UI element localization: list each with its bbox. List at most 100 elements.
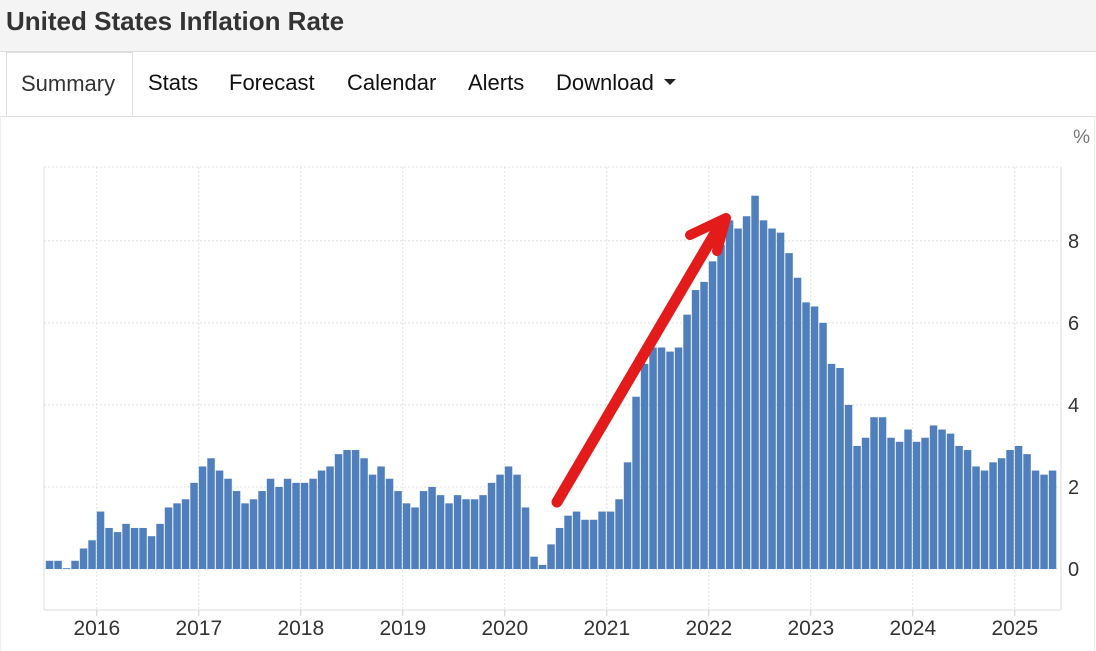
tab-calendar-label: Calendar — [347, 70, 437, 95]
bar — [71, 560, 79, 569]
x-tick-label: 2017 — [175, 617, 222, 640]
bar — [589, 519, 598, 569]
bar — [751, 195, 759, 569]
bar — [827, 363, 836, 569]
bar — [496, 474, 504, 569]
bar — [317, 470, 326, 569]
tab-summary[interactable]: Summary — [6, 52, 133, 116]
bar — [266, 478, 275, 569]
bar — [1031, 470, 1040, 569]
bar — [445, 503, 453, 569]
bar — [156, 523, 164, 569]
bar — [581, 519, 589, 569]
bar — [938, 429, 946, 569]
bar — [632, 396, 640, 569]
bar — [428, 486, 436, 569]
bar — [853, 445, 861, 569]
bar — [1023, 454, 1031, 569]
bar — [1040, 474, 1048, 569]
bar — [564, 515, 572, 569]
bar — [912, 441, 921, 569]
bar — [198, 466, 207, 569]
bar — [819, 322, 827, 569]
tab-stats-label: Stats — [148, 70, 199, 95]
bar — [921, 437, 929, 569]
bar — [105, 527, 113, 569]
bar — [504, 466, 513, 569]
bar — [861, 437, 870, 569]
bar — [691, 290, 700, 569]
bar — [173, 503, 181, 569]
bar — [394, 491, 402, 569]
bar — [62, 568, 71, 569]
y-tick-label: 2 — [1068, 477, 1079, 499]
bar — [487, 482, 496, 569]
bar — [708, 261, 717, 569]
bar — [538, 564, 547, 569]
bar — [776, 232, 785, 569]
bar — [759, 220, 768, 569]
bar — [300, 482, 309, 569]
tab-download[interactable]: Download — [556, 52, 676, 116]
bar — [309, 478, 317, 569]
bar — [122, 523, 130, 569]
bar — [181, 499, 190, 569]
annotation-arrow-shaft — [551, 222, 724, 508]
bar — [972, 466, 980, 569]
bar — [887, 437, 895, 569]
page-title: United States Inflation Rate — [6, 6, 345, 36]
x-tick-label: 2023 — [787, 617, 834, 640]
title-bar: United States Inflation Rate — [0, 0, 1096, 52]
bar — [717, 244, 725, 569]
bar — [351, 450, 360, 569]
bar — [1014, 445, 1023, 569]
chevron-down-icon — [663, 79, 676, 86]
bar — [326, 466, 334, 569]
bar — [802, 302, 810, 569]
bar — [113, 532, 122, 569]
bar — [878, 417, 887, 569]
bar — [963, 450, 972, 569]
bar — [283, 478, 292, 569]
tab-summary-label: Summary — [21, 71, 116, 96]
tab-alerts[interactable]: Alerts — [468, 52, 524, 116]
x-tick-label: 2019 — [379, 617, 426, 640]
tab-calendar[interactable]: Calendar — [347, 52, 436, 116]
bar — [1006, 450, 1014, 569]
bar — [360, 458, 368, 569]
bar — [241, 503, 249, 569]
bar — [555, 527, 564, 569]
tab-forecast[interactable]: Forecast — [229, 52, 315, 116]
bar — [343, 450, 351, 569]
bar — [258, 491, 266, 569]
bar — [810, 306, 819, 569]
bar — [598, 511, 606, 569]
bar — [683, 314, 691, 569]
bar — [785, 253, 793, 569]
bar — [479, 495, 487, 569]
bar — [139, 527, 147, 569]
bar — [215, 470, 224, 569]
bar — [368, 474, 377, 569]
bar — [793, 277, 802, 569]
bar — [377, 466, 385, 569]
bar — [530, 556, 538, 569]
bar — [768, 228, 776, 569]
bar — [997, 458, 1006, 569]
bar — [725, 220, 734, 569]
bar — [436, 495, 445, 569]
bar — [521, 507, 530, 569]
bar — [666, 351, 674, 569]
bar — [411, 507, 419, 569]
bar — [674, 347, 683, 569]
tab-stats[interactable]: Stats — [148, 52, 198, 116]
inflation-chart: 2016 2017 2018 2019 2020 2021 2022 2023 2024 2025… — [43, 127, 1090, 640]
bar — [462, 499, 470, 569]
bar — [385, 478, 394, 569]
bar — [207, 458, 215, 569]
y-tick-label: 0 — [1068, 559, 1079, 581]
y-tick-label: 8 — [1068, 231, 1079, 253]
x-tick-label: 2024 — [889, 617, 936, 640]
x-tick-label: 2021 — [583, 617, 630, 640]
bar — [844, 404, 853, 569]
